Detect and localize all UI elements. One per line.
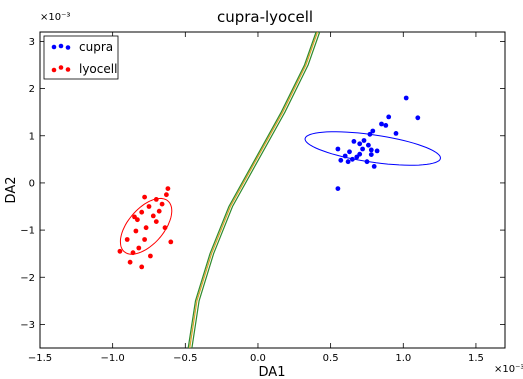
point-lyocell-21 <box>168 239 174 245</box>
point-cupra-26 <box>357 141 363 147</box>
point-lyocell-10 <box>143 225 149 231</box>
point-cupra-23 <box>415 115 421 121</box>
point-cupra-12 <box>366 142 371 148</box>
point-cupra-8 <box>357 151 363 157</box>
legend-label-lyocell: lyocell <box>79 62 117 76</box>
point-lyocell-17 <box>159 201 165 207</box>
point-cupra-21 <box>393 131 399 136</box>
point-lyocell-19 <box>164 192 169 198</box>
point-cupra-3 <box>345 159 351 165</box>
x-tick-label-6: 1.5 <box>468 353 484 364</box>
y-tick-label-5: 2 <box>29 84 35 95</box>
boundary-curve-0 <box>187 31 317 349</box>
point-cupra-10 <box>361 138 367 143</box>
legend: cupra lyocell <box>43 35 119 80</box>
point-lyocell-4 <box>133 228 139 234</box>
x-tick-label-2: −0.5 <box>173 353 197 364</box>
x-tick-label-0: −1.5 <box>28 353 52 364</box>
x-tick-label-1: −1.0 <box>101 353 125 364</box>
point-cupra-9 <box>360 146 365 152</box>
y-multiplier: ×10⁻³ <box>40 12 70 23</box>
point-cupra-4 <box>347 149 352 155</box>
legend-box <box>43 35 119 80</box>
point-cupra-1 <box>338 157 344 163</box>
ellipse-lyocell <box>119 197 173 255</box>
point-lyocell-15 <box>153 197 159 202</box>
point-cupra-25 <box>368 147 374 153</box>
y-tick-label-2: −1 <box>20 226 35 237</box>
data-points <box>117 95 421 270</box>
boundary-curve-2 <box>191 31 321 349</box>
legend-marker-lyocell <box>51 65 71 73</box>
decision-boundary <box>187 31 321 349</box>
point-cupra-13 <box>367 131 373 137</box>
point-cupra-24 <box>335 186 341 192</box>
y-tick-label-3: 0 <box>29 178 35 189</box>
boundary-curve-1 <box>189 31 319 349</box>
x-tick-label-3: 0.0 <box>250 353 266 364</box>
point-cupra-16 <box>371 164 377 169</box>
legend-label-cupra: cupra <box>79 40 113 54</box>
axis-ticks: −1.5 −1.0 −0.5 0.0 0.5 1.0 1.5 −3 −2 −1 0 1 2 3 <box>20 32 505 364</box>
y-tick-label-4: 1 <box>29 131 35 142</box>
point-cupra-19 <box>383 123 389 128</box>
point-lyocell-16 <box>156 208 162 214</box>
plot-frame <box>39 31 506 349</box>
chart-title: cupra-lyocell <box>217 8 313 26</box>
point-cupra-6 <box>351 139 357 144</box>
point-cupra-15 <box>370 128 376 134</box>
legend-marker-cupra <box>51 43 71 50</box>
point-lyocell-2 <box>127 259 133 265</box>
point-lyocell-13 <box>150 213 156 219</box>
point-lyocell-3 <box>130 250 136 256</box>
point-cupra-2 <box>342 153 348 159</box>
point-lyocell-14 <box>153 219 159 225</box>
y-tick-label-6: 3 <box>29 37 35 48</box>
point-lyocell-1 <box>124 237 130 242</box>
point-cupra-5 <box>350 156 355 162</box>
y-tick-label-1: −2 <box>20 273 35 284</box>
point-lyocell-0 <box>117 248 123 254</box>
point-lyocell-22 <box>132 214 137 220</box>
x-axis-label: DA1 <box>259 365 286 379</box>
point-cupra-20 <box>386 114 392 120</box>
point-lyocell-9 <box>142 237 148 242</box>
point-lyocell-20 <box>165 186 171 192</box>
point-lyocell-23 <box>142 194 148 200</box>
point-cupra-14 <box>368 152 374 158</box>
point-lyocell-11 <box>146 204 152 209</box>
x-tick-label-4: 0.5 <box>323 353 339 364</box>
point-cupra-17 <box>374 148 380 154</box>
point-lyocell-18 <box>162 225 168 231</box>
point-lyocell-7 <box>139 264 145 270</box>
point-cupra-22 <box>403 95 409 101</box>
point-cupra-0 <box>335 146 341 152</box>
point-lyocell-6 <box>136 245 142 251</box>
point-lyocell-8 <box>139 209 145 215</box>
point-lyocell-12 <box>148 253 153 259</box>
y-tick-label-0: −3 <box>20 320 35 331</box>
point-cupra-18 <box>379 121 384 127</box>
y-axis-label: DA2 <box>4 177 19 204</box>
x-multiplier: ×10⁻³ <box>494 364 523 375</box>
x-tick-label-5: 1.0 <box>395 353 411 364</box>
point-cupra-11 <box>364 159 370 165</box>
